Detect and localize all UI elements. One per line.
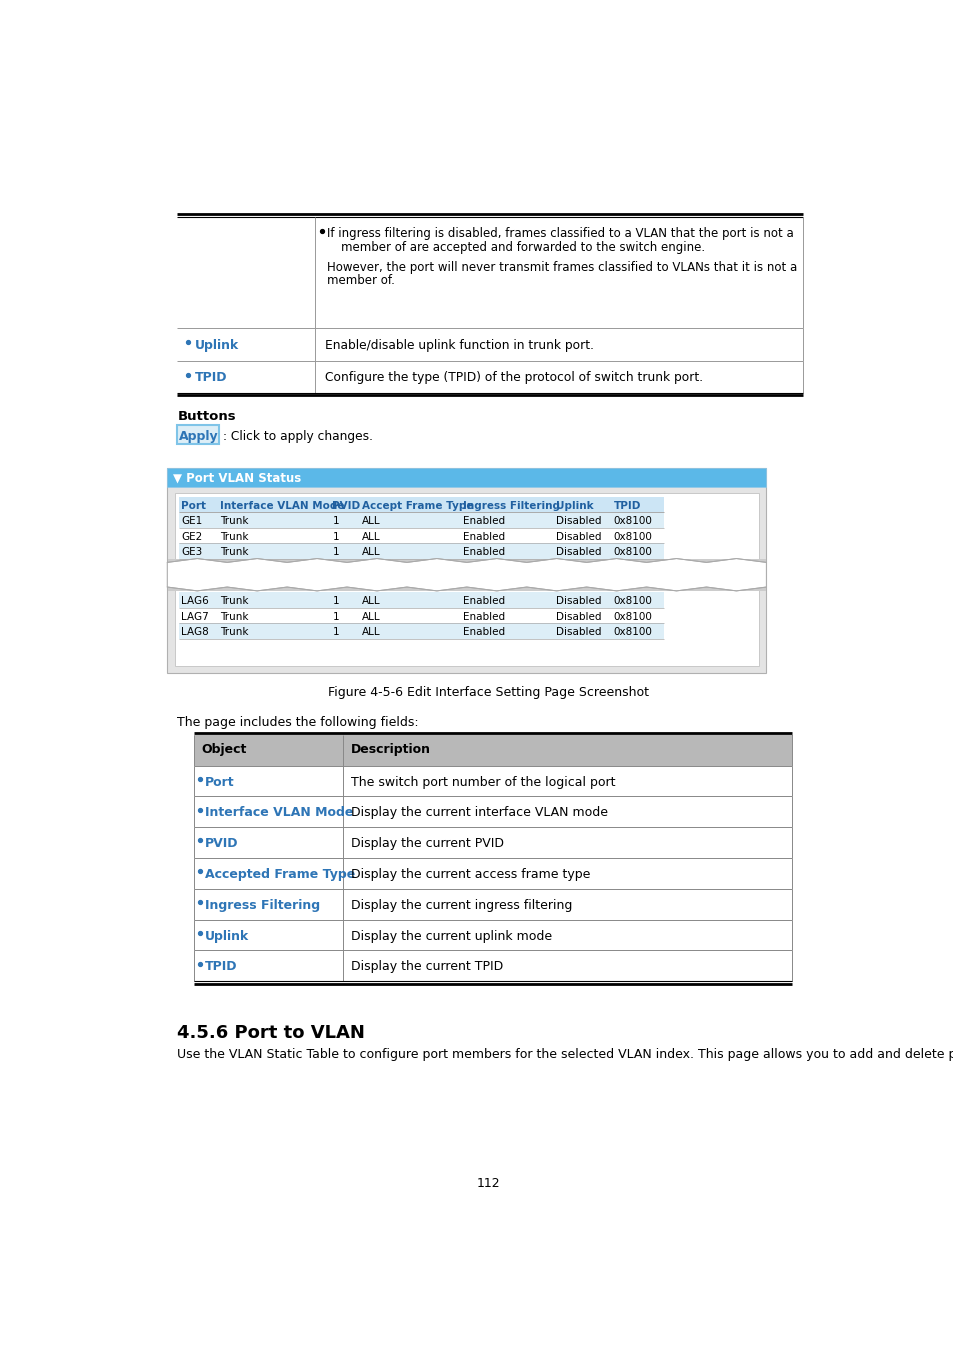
Text: However, the port will never transmit frames classified to VLANs that it is not : However, the port will never transmit fr…	[327, 262, 797, 274]
Text: Uplink: Uplink	[555, 501, 593, 510]
Text: Uplink: Uplink	[205, 930, 250, 942]
Text: 0x8100: 0x8100	[613, 612, 652, 622]
Bar	[179, 593, 663, 608]
Text: GE3: GE3	[181, 547, 202, 558]
Text: Configure the type (TPID) of the protocol of switch trunk port.: Configure the type (TPID) of the protoco…	[324, 371, 702, 385]
Text: Interface VLAN Mode: Interface VLAN Mode	[220, 501, 344, 510]
Text: PVID: PVID	[332, 501, 360, 510]
Text: TPID: TPID	[613, 501, 640, 510]
Text: Figure 4-5-6 Edit Interface Setting Page Screenshot: Figure 4-5-6 Edit Interface Setting Page…	[328, 686, 649, 699]
Text: ALL: ALL	[361, 547, 380, 558]
Text: Trunk: Trunk	[220, 597, 248, 606]
Text: Ingress Filtering: Ingress Filtering	[205, 899, 320, 911]
Text: 1: 1	[332, 547, 338, 558]
Text: Object: Object	[201, 744, 247, 756]
Text: Enabled: Enabled	[462, 532, 504, 541]
Text: Disabled: Disabled	[555, 597, 600, 606]
Text: 0x8100: 0x8100	[613, 597, 652, 606]
Text: Trunk: Trunk	[220, 516, 248, 526]
Text: 1: 1	[332, 612, 338, 622]
Text: ALL: ALL	[361, 532, 380, 541]
Text: ▼ Port VLAN Status: ▼ Port VLAN Status	[173, 471, 301, 485]
Text: Trunk: Trunk	[220, 628, 248, 637]
Text: Port: Port	[205, 776, 234, 788]
Text: 1: 1	[332, 532, 338, 541]
Bar	[179, 513, 663, 528]
Text: Display the current PVID: Display the current PVID	[351, 837, 503, 850]
Text: Enabled: Enabled	[462, 547, 504, 558]
Text: Description: Description	[351, 744, 431, 756]
Bar	[168, 559, 765, 591]
Text: GE1: GE1	[181, 516, 202, 526]
Text: ALL: ALL	[361, 612, 380, 622]
Text: TPID: TPID	[194, 371, 227, 385]
Text: Disabled: Disabled	[555, 628, 600, 637]
Text: Display the current uplink mode: Display the current uplink mode	[351, 930, 552, 942]
Text: Uplink: Uplink	[194, 339, 238, 352]
Text: Enable/disable uplink function in trunk port.: Enable/disable uplink function in trunk …	[324, 339, 593, 352]
Text: Display the current access frame type: Display the current access frame type	[351, 868, 590, 882]
Text: LAG8: LAG8	[181, 628, 209, 637]
Text: Trunk: Trunk	[220, 532, 248, 541]
Text: 1: 1	[332, 628, 338, 637]
Text: Enabled: Enabled	[462, 612, 504, 622]
Text: Display the current interface VLAN mode: Display the current interface VLAN mode	[351, 806, 607, 819]
Text: member of are accepted and forwarded to the switch engine.: member of are accepted and forwarded to …	[340, 240, 704, 254]
Bar	[179, 528, 663, 543]
Text: The switch port number of the logical port: The switch port number of the logical po…	[351, 776, 615, 788]
Text: Enabled: Enabled	[462, 597, 504, 606]
Bar	[167, 468, 765, 672]
Text: The page includes the following fields:: The page includes the following fields:	[177, 716, 418, 729]
Bar	[177, 425, 219, 444]
Bar	[174, 493, 758, 667]
Bar	[179, 624, 663, 639]
Text: Accept Frame Type: Accept Frame Type	[361, 501, 473, 510]
Bar	[179, 608, 663, 624]
Text: LAG7: LAG7	[181, 612, 209, 622]
Text: 0x8100: 0x8100	[613, 532, 652, 541]
Text: Apply: Apply	[178, 429, 218, 443]
Text: : Click to apply changes.: : Click to apply changes.	[223, 429, 373, 443]
Text: Display the current TPID: Display the current TPID	[351, 960, 502, 973]
Text: Enabled: Enabled	[462, 628, 504, 637]
Text: PVID: PVID	[205, 837, 238, 850]
Text: 1: 1	[332, 597, 338, 606]
Text: 0x8100: 0x8100	[613, 516, 652, 526]
Text: LAG6: LAG6	[181, 597, 209, 606]
Text: ALL: ALL	[361, 628, 380, 637]
Text: ALL: ALL	[361, 516, 380, 526]
Text: 1: 1	[332, 516, 338, 526]
Text: Use the VLAN Static Table to configure port members for the selected VLAN index.: Use the VLAN Static Table to configure p…	[177, 1048, 953, 1061]
Bar	[193, 734, 791, 765]
Text: Trunk: Trunk	[220, 612, 248, 622]
Text: Disabled: Disabled	[555, 516, 600, 526]
Text: 112: 112	[476, 1177, 500, 1189]
Text: Accepted Frame Type: Accepted Frame Type	[205, 868, 355, 882]
Text: Disabled: Disabled	[555, 547, 600, 558]
Text: Buttons: Buttons	[177, 410, 235, 423]
Text: TPID: TPID	[205, 960, 237, 973]
Text: Disabled: Disabled	[555, 612, 600, 622]
Text: GE2: GE2	[181, 532, 202, 541]
Text: Enabled: Enabled	[462, 516, 504, 526]
Bar	[179, 497, 663, 513]
Text: Interface VLAN Mode: Interface VLAN Mode	[205, 806, 354, 819]
Text: 0x8100: 0x8100	[613, 628, 652, 637]
Bar	[179, 543, 663, 559]
Text: 0x8100: 0x8100	[613, 547, 652, 558]
Text: ALL: ALL	[361, 597, 380, 606]
Text: member of.: member of.	[327, 274, 395, 288]
Text: Disabled: Disabled	[555, 532, 600, 541]
Text: Port: Port	[181, 501, 206, 510]
Bar	[167, 468, 765, 487]
Text: If ingress filtering is disabled, frames classified to a VLAN that the port is n: If ingress filtering is disabled, frames…	[327, 227, 793, 240]
Text: 4.5.6 Port to VLAN: 4.5.6 Port to VLAN	[177, 1023, 365, 1042]
Polygon shape	[167, 559, 765, 591]
Text: Display the current ingress filtering: Display the current ingress filtering	[351, 899, 572, 911]
Text: Ingress Filtering: Ingress Filtering	[462, 501, 559, 510]
Text: Trunk: Trunk	[220, 547, 248, 558]
